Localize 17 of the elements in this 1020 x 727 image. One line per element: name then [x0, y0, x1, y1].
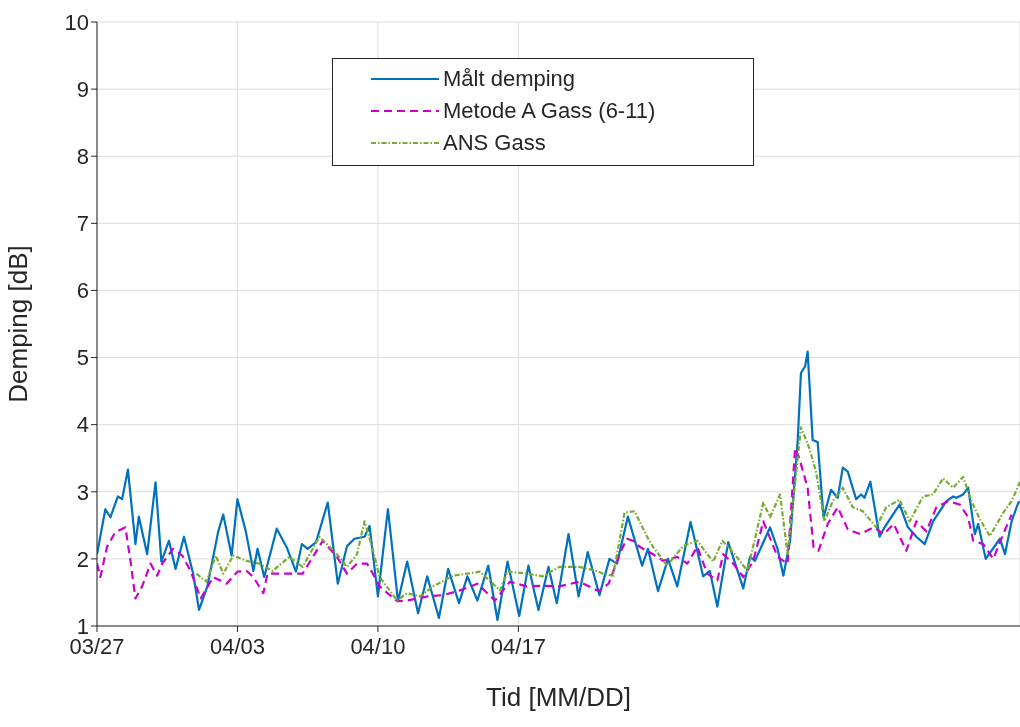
y-tick-label: 10	[64, 9, 89, 35]
legend-label: Målt demping	[443, 65, 576, 93]
y-tick-label: 2	[76, 546, 89, 572]
x-tick-label: 04/17	[490, 633, 546, 659]
x-axis-title: Tid [MM/DD]	[486, 682, 631, 712]
y-tick-label: 3	[76, 479, 89, 505]
legend-label: ANS Gass	[443, 129, 546, 157]
y-tick-label: 8	[76, 144, 89, 170]
legend-label: Metode A Gass (6-11)	[443, 97, 656, 125]
x-tick-label: 04/03	[209, 633, 265, 659]
y-axis-title: Demping [dB]	[3, 245, 34, 403]
y-tick-label: 6	[76, 278, 89, 304]
x-tick-label: 04/10	[350, 633, 406, 659]
y-tick-label: 4	[76, 412, 89, 438]
y-tick-label: 5	[76, 345, 89, 371]
y-tick-label: 9	[76, 76, 89, 102]
y-tick-label: 7	[76, 211, 89, 237]
